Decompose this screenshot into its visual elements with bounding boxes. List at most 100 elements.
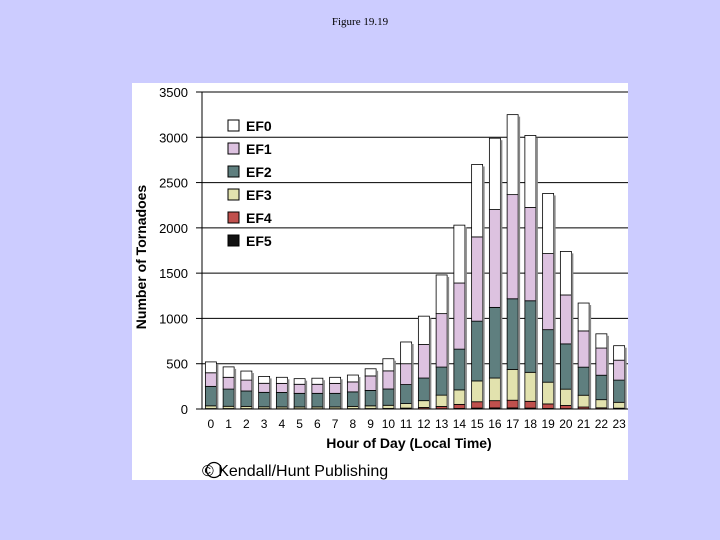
- x-tick-label: 5: [296, 417, 303, 431]
- bar-segment-ef1: [400, 363, 413, 385]
- bar-segment-ef3: [453, 389, 466, 405]
- bar-segment-ef0: [400, 341, 413, 365]
- bar-segment-ef4: [453, 403, 466, 409]
- legend-swatch-ef1: [227, 142, 240, 155]
- bar-segment-ef3: [577, 394, 590, 408]
- bar-shadow: [606, 335, 609, 409]
- x-tick-label: 4: [279, 417, 286, 431]
- bar-segment-ef4: [559, 405, 572, 410]
- y-tick-label: 3000: [159, 130, 188, 145]
- legend-label-ef0: EF0: [246, 118, 272, 134]
- bar-segment-ef4: [506, 399, 519, 409]
- copyright-notice: © Kendall/Hunt Publishing: [202, 463, 388, 480]
- bar-shadow: [411, 343, 414, 409]
- legend-swatch-ef4: [227, 211, 240, 224]
- x-tick-labels: 0 1 2 3 4 5 6 7 8 9 10 11 12 13 14 15 16 17 18 19 20 21 22 23: [208, 417, 627, 431]
- bar-segment-ef1: [577, 330, 590, 368]
- bar-segment-ef1: [542, 253, 555, 331]
- bar-segment-ef2: [382, 388, 395, 406]
- bar-segment-ef3: [613, 401, 626, 409]
- bar-segment-ef0: [364, 368, 377, 377]
- bar-segment-ef4: [542, 403, 555, 409]
- bar-shadow: [393, 360, 396, 409]
- y-tick-labels: 0 500 1000 1500 2000 2500 3000 3500: [159, 85, 188, 417]
- bar-segment-ef0: [453, 224, 466, 284]
- bar-shadow: [340, 379, 343, 409]
- legend-label-ef4: EF4: [246, 210, 272, 226]
- bar-segment-ef0: [311, 377, 324, 385]
- bar-segment-ef0: [417, 315, 430, 345]
- bar-segment-ef0: [613, 345, 626, 361]
- bar-segment-ef2: [595, 374, 608, 401]
- copyright-circle-icon: [205, 461, 223, 479]
- bar-segment-ef3: [524, 371, 537, 402]
- bar-segment-ef2: [222, 388, 235, 407]
- x-tick-label: 12: [417, 417, 431, 431]
- y-tick-label: 0: [181, 402, 188, 417]
- y-tick-label: 1000: [159, 311, 188, 326]
- bar-shadow: [376, 370, 379, 409]
- bar-segment-ef0: [275, 376, 288, 384]
- y-tick-label: 2000: [159, 221, 188, 236]
- bar-segment-ef1: [275, 382, 288, 393]
- bar-segment-ef0: [258, 375, 271, 384]
- y-tick-label: 1500: [159, 266, 188, 281]
- bar-segment-ef3: [488, 377, 501, 402]
- bar-segment-ef4: [524, 400, 537, 409]
- bar-shadow: [216, 363, 219, 409]
- bar-shadow: [482, 166, 485, 409]
- figure-title: Figure 19.19: [331, 16, 389, 28]
- bar-shadow: [269, 378, 272, 409]
- bar-segment-ef0: [524, 135, 537, 208]
- bar-segment-ef2: [453, 348, 466, 391]
- bar-shadow: [553, 195, 556, 409]
- bar-segment-ef0: [329, 376, 342, 384]
- x-tick-label: 9: [367, 417, 374, 431]
- x-tick-label: 6: [314, 417, 321, 431]
- bar-segment-ef2: [240, 390, 253, 407]
- bar-shadow: [518, 116, 521, 409]
- bar-segment-ef2: [524, 300, 537, 373]
- bar-segment-ef2: [400, 384, 413, 404]
- bar-segment-ef3: [506, 369, 519, 401]
- x-tick-label: 16: [488, 417, 502, 431]
- bar-segment-ef2: [577, 366, 590, 396]
- bar-segment-ef1: [453, 282, 466, 350]
- bar-segment-ef2: [471, 320, 484, 382]
- bar-segment-ef0: [488, 137, 501, 210]
- bar-segment-ef0: [204, 361, 217, 374]
- x-tick-label: 2: [243, 417, 250, 431]
- bar-segment-ef3: [382, 404, 395, 409]
- x-axis-label: Hour of Day (Local Time): [326, 435, 491, 451]
- x-tick-label: 8: [350, 417, 357, 431]
- bar-segment-ef3: [559, 388, 572, 406]
- bar-segment-ef0: [293, 378, 306, 385]
- bar-segment-ef2: [417, 377, 430, 402]
- bar-segment-ef1: [240, 379, 253, 392]
- x-tick-label: 10: [382, 417, 396, 431]
- bar-shadow: [535, 137, 538, 409]
- x-tick-label: 21: [577, 417, 591, 431]
- bar-segment-ef2: [204, 385, 217, 407]
- bar-shadow: [589, 305, 592, 409]
- y-axis-label: Number of Tornadoes: [133, 185, 149, 330]
- bar-segment-ef1: [258, 382, 271, 393]
- legend-swatch-ef3: [227, 188, 240, 201]
- bar-segment-ef1: [311, 383, 324, 394]
- legend-label-ef3: EF3: [246, 187, 272, 203]
- bar-segment-ef0: [346, 374, 359, 383]
- bar-segment-ef1: [293, 383, 306, 394]
- bar-segment-ef3: [204, 405, 217, 409]
- x-tick-label: 23: [612, 417, 626, 431]
- bar-segment-ef1: [364, 375, 377, 391]
- bar-segment-ef2: [293, 392, 306, 408]
- bar-segment-ef0: [595, 333, 608, 349]
- bar-segment-ef2: [364, 390, 377, 407]
- bar-shadow: [234, 368, 237, 409]
- legend-label-ef2: EF2: [246, 164, 272, 180]
- bar-segment-ef1: [329, 382, 342, 394]
- bar-segment-ef1: [471, 236, 484, 322]
- x-tick-label: 3: [261, 417, 268, 431]
